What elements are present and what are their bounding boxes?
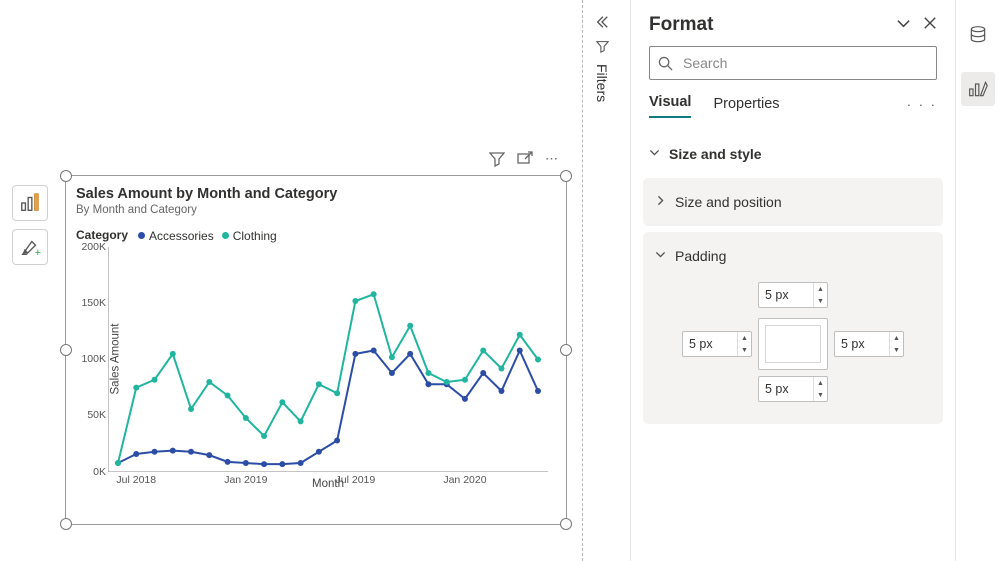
tabs-more-icon[interactable]: · · · (907, 97, 937, 118)
resize-handle[interactable] (60, 170, 72, 182)
database-icon (968, 25, 988, 45)
chart-visual-container[interactable]: ⋯ Sales Amount by Month and Category By … (65, 175, 567, 525)
visualizations-icon (968, 79, 988, 99)
visual-filter-icon[interactable] (489, 151, 505, 170)
tab-general[interactable]: Properties (713, 96, 779, 118)
chart-title: Sales Amount by Month and Category (76, 186, 556, 202)
x-tick-label: Jan 2020 (443, 474, 486, 486)
filters-pane-tab[interactable]: Filters (594, 15, 610, 102)
padding-control: 5 px ▲▼ 5 px ▲▼ 5 px ▲▼ 5 px ▲▼ (647, 274, 939, 418)
pane-divider[interactable] (582, 0, 583, 561)
paintbrush-icon: + (19, 236, 41, 258)
filters-label: Filters (594, 64, 610, 102)
y-tick-label: 0K (93, 466, 106, 478)
stepper-down-icon[interactable]: ▼ (814, 295, 827, 307)
padding-left-input[interactable]: 5 px ▲▼ (682, 331, 752, 357)
y-tick-label: 50K (87, 409, 106, 421)
legend-item[interactable]: Clothing (222, 229, 277, 243)
chevron-down-icon (649, 147, 661, 161)
y-tick-label: 200K (81, 241, 106, 253)
svg-text:+: + (35, 247, 41, 258)
resize-handle[interactable] (560, 344, 572, 356)
format-pane-button[interactable] (961, 72, 995, 106)
collapse-icon (595, 15, 609, 32)
y-tick-label: 150K (81, 297, 106, 309)
resize-handle[interactable] (60, 344, 72, 356)
padding-top-input[interactable]: 5 px ▲▼ (758, 282, 828, 308)
y-tick-label: 100K (81, 353, 106, 365)
legend-marker-icon (138, 232, 145, 239)
resize-handle[interactable] (60, 518, 72, 530)
pane-collapse-icon[interactable] (896, 16, 911, 34)
right-rail (955, 0, 999, 561)
search-input[interactable] (681, 54, 928, 72)
stepper-up-icon[interactable]: ▲ (890, 332, 903, 344)
legend-label: Clothing (233, 229, 277, 243)
chevron-right-icon (655, 195, 667, 209)
legend-item[interactable]: Accessories (138, 229, 214, 243)
section-label: Size and position (675, 194, 782, 210)
section-label: Padding (675, 248, 726, 264)
chart-legend: Category AccessoriesClothing (76, 228, 556, 243)
padding-preview-box (758, 318, 828, 370)
chevron-down-icon (655, 249, 667, 263)
data-pane-button[interactable] (961, 18, 995, 52)
visual-more-icon[interactable]: ⋯ (545, 151, 560, 170)
stepper-down-icon[interactable]: ▼ (890, 344, 903, 356)
column-chart-icon (19, 192, 41, 214)
stepper-up-icon[interactable]: ▲ (814, 283, 827, 295)
x-tick-label: Jan 2019 (224, 474, 267, 486)
padding-bottom-input[interactable]: 5 px ▲▼ (758, 376, 828, 402)
padding-bottom-value: 5 px (759, 377, 813, 401)
x-tick-label: Jul 2019 (336, 474, 376, 486)
pane-close-icon[interactable] (923, 16, 937, 34)
padding-right-input[interactable]: 5 px ▲▼ (834, 331, 904, 357)
stepper-down-icon[interactable]: ▼ (814, 389, 827, 401)
legend-marker-icon (222, 232, 229, 239)
focus-mode-icon[interactable] (517, 151, 533, 170)
padding-left-value: 5 px (683, 332, 737, 356)
chart-svg (108, 247, 548, 472)
x-tick-label: Jul 2018 (116, 474, 156, 486)
resize-handle[interactable] (560, 518, 572, 530)
padding-right-value: 5 px (835, 332, 889, 356)
format-pane: Format Visual Properties · · · Size and … (630, 0, 955, 561)
build-visual-button[interactable] (12, 185, 48, 221)
pane-title: Format (649, 14, 713, 36)
section-size-and-style[interactable]: Size and style (641, 136, 945, 172)
stepper-up-icon[interactable]: ▲ (814, 377, 827, 389)
search-box[interactable] (649, 46, 937, 80)
section-size-and-position[interactable]: Size and position (647, 184, 939, 220)
section-padding[interactable]: Padding (647, 238, 939, 274)
chart-subtitle: By Month and Category (76, 204, 556, 216)
stepper-up-icon[interactable]: ▲ (738, 332, 751, 344)
stepper-down-icon[interactable]: ▼ (738, 344, 751, 356)
funnel-icon (596, 40, 609, 56)
section-label: Size and style (669, 146, 762, 162)
resize-handle[interactable] (560, 170, 572, 182)
tab-visual[interactable]: Visual (649, 94, 691, 118)
search-icon (658, 56, 673, 71)
chart-plot: Sales Amount 0K50K100K150K200KJul 2018Ja… (108, 247, 548, 472)
chart-area: Sales Amount by Month and Category By Mo… (76, 186, 556, 514)
legend-label: Accessories (149, 229, 214, 243)
padding-top-value: 5 px (759, 283, 813, 307)
format-visual-button[interactable]: + (12, 229, 48, 265)
